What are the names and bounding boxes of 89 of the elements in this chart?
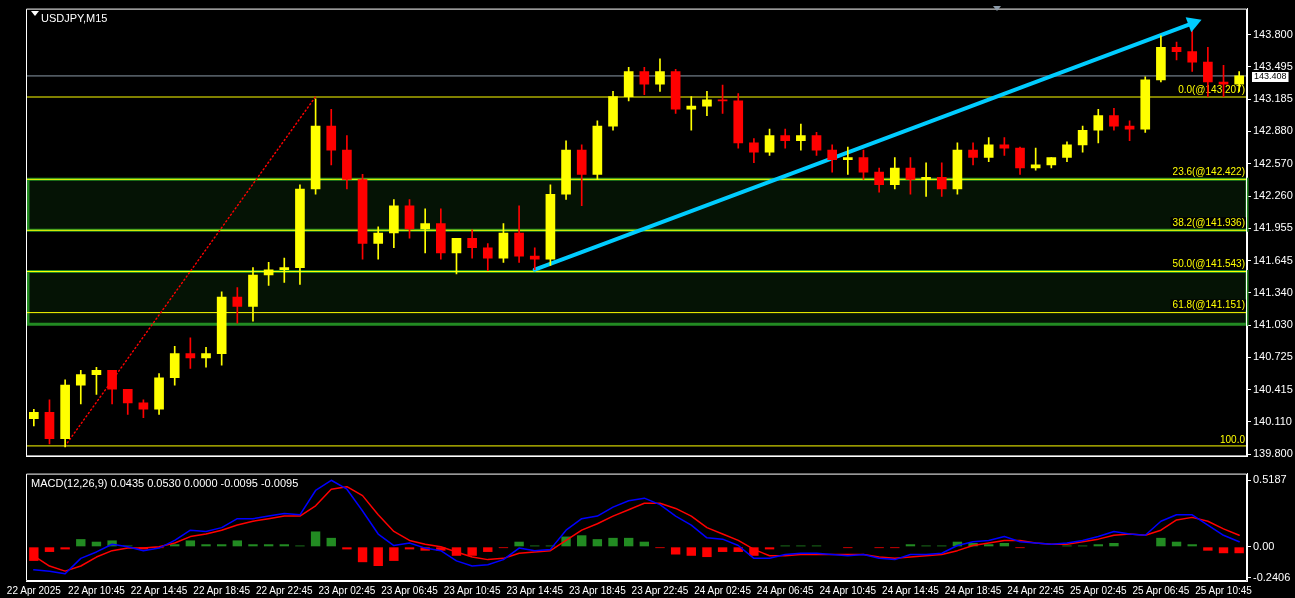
x-tick-label: 25 Apr 02:45 bbox=[1069, 584, 1128, 596]
x-tick-label: 23 Apr 06:45 bbox=[381, 584, 439, 596]
bar bbox=[216, 544, 227, 547]
bar bbox=[670, 547, 681, 555]
bar bbox=[76, 539, 86, 547]
candlestick bbox=[232, 287, 243, 324]
x-tick-label: 22 Apr 14:45 bbox=[130, 584, 188, 596]
bar bbox=[623, 537, 634, 547]
bar bbox=[185, 540, 196, 547]
bar bbox=[357, 547, 368, 563]
y-tick-label: 143.800 bbox=[1253, 27, 1293, 40]
x-tick-label: 24 Apr 22:45 bbox=[1007, 584, 1065, 596]
bar bbox=[905, 544, 916, 547]
bar bbox=[389, 547, 399, 561]
y-tick-label: 143.495 bbox=[1253, 59, 1293, 72]
bar bbox=[279, 544, 289, 547]
candlestick bbox=[201, 347, 211, 368]
ref-line-label: 143.408 bbox=[1254, 71, 1287, 82]
x-tick-label: 23 Apr 02:45 bbox=[318, 584, 376, 596]
x-tick-label: 25 Apr 06:45 bbox=[1132, 584, 1190, 596]
bar bbox=[764, 547, 775, 550]
x-tick-label: 23 Apr 10:45 bbox=[443, 584, 501, 596]
candlestick bbox=[843, 146, 853, 175]
bar bbox=[404, 547, 415, 550]
ref-line-label: 38.2(@141.936) bbox=[1172, 217, 1245, 229]
x-tick-label: 22 Apr 2025 bbox=[6, 584, 62, 596]
y-tick-label: 140.725 bbox=[1253, 350, 1293, 363]
y-tick-label: 0.5187 bbox=[1253, 473, 1287, 486]
x-tick-label: 24 Apr 14:45 bbox=[882, 584, 940, 596]
y-tick-label: 139.800 bbox=[1253, 447, 1293, 460]
x-tick-label: 23 Apr 18:45 bbox=[569, 584, 627, 596]
bar bbox=[1234, 547, 1244, 554]
ref-line-label: 23.6(@142.422) bbox=[1172, 166, 1245, 178]
x-tick-label: 24 Apr 10:45 bbox=[819, 584, 877, 596]
y-tick-label: 142.260 bbox=[1253, 189, 1293, 202]
y-tick-label: 141.340 bbox=[1253, 285, 1293, 298]
y-tick-label: 142.880 bbox=[1253, 124, 1293, 137]
bar bbox=[984, 544, 994, 547]
y-tick-label: 140.110 bbox=[1253, 414, 1292, 427]
x-tick-label: 23 Apr 14:45 bbox=[506, 584, 564, 596]
y-tick-label: 142.570 bbox=[1253, 156, 1293, 169]
bar bbox=[702, 547, 712, 558]
bar bbox=[514, 541, 524, 547]
bar bbox=[326, 537, 336, 547]
x-tick-label: 22 Apr 22:45 bbox=[255, 584, 314, 596]
y-tick-label: 0.00 bbox=[1253, 539, 1275, 552]
bar bbox=[592, 539, 603, 547]
x-tick-label: 25 Apr 10:45 bbox=[1195, 584, 1253, 596]
x-tick-label: 22 Apr 18:45 bbox=[193, 584, 251, 596]
bar bbox=[1187, 544, 1197, 547]
bar bbox=[60, 547, 70, 550]
y-tick-label: -0.2406 bbox=[1253, 570, 1291, 583]
y-tick-label: 141.645 bbox=[1253, 253, 1293, 266]
bar bbox=[310, 531, 321, 547]
x-tick-label: 24 Apr 02:45 bbox=[694, 584, 752, 596]
x-tick-label: 24 Apr 18:45 bbox=[944, 584, 1002, 596]
y-tick-label: 140.415 bbox=[1253, 382, 1293, 395]
bar bbox=[1203, 547, 1213, 551]
chart-title: MACD(12,26,9) 0.0435 0.0530 0.0000 -0.0095 -0.0095 bbox=[31, 477, 299, 490]
bar bbox=[248, 544, 258, 547]
bar bbox=[608, 537, 618, 547]
y-tick-label: 143.185 bbox=[1253, 92, 1293, 105]
bar bbox=[232, 540, 243, 547]
bar bbox=[44, 547, 55, 552]
bar bbox=[467, 547, 477, 556]
x-tick-label: 23 Apr 22:45 bbox=[631, 584, 689, 596]
bar bbox=[577, 535, 587, 547]
y-tick-label: 141.030 bbox=[1253, 318, 1293, 331]
bar bbox=[686, 547, 696, 556]
ref-line-label: 61.8(@141.151) bbox=[1172, 299, 1245, 311]
candlestick bbox=[529, 247, 540, 271]
bar bbox=[1093, 544, 1103, 547]
x-tick-label: 24 Apr 06:45 bbox=[756, 584, 814, 596]
bar bbox=[373, 547, 383, 567]
bar bbox=[201, 544, 211, 547]
bar bbox=[717, 547, 728, 552]
y-tick-label: 141.955 bbox=[1253, 221, 1293, 234]
bar bbox=[342, 547, 352, 550]
annotation: 100.0 bbox=[1219, 434, 1246, 446]
bar bbox=[1218, 547, 1229, 554]
x-tick-label: 22 Apr 10:45 bbox=[68, 584, 126, 596]
candlestick bbox=[796, 123, 806, 151]
bar bbox=[1109, 542, 1119, 547]
chart-title: USDJPY,M15 bbox=[41, 12, 108, 25]
ref-line-label: 50.0(@141.543) bbox=[1172, 258, 1245, 270]
bar bbox=[483, 547, 493, 552]
bar bbox=[263, 544, 274, 547]
bar bbox=[1156, 537, 1166, 547]
bar bbox=[749, 547, 759, 556]
